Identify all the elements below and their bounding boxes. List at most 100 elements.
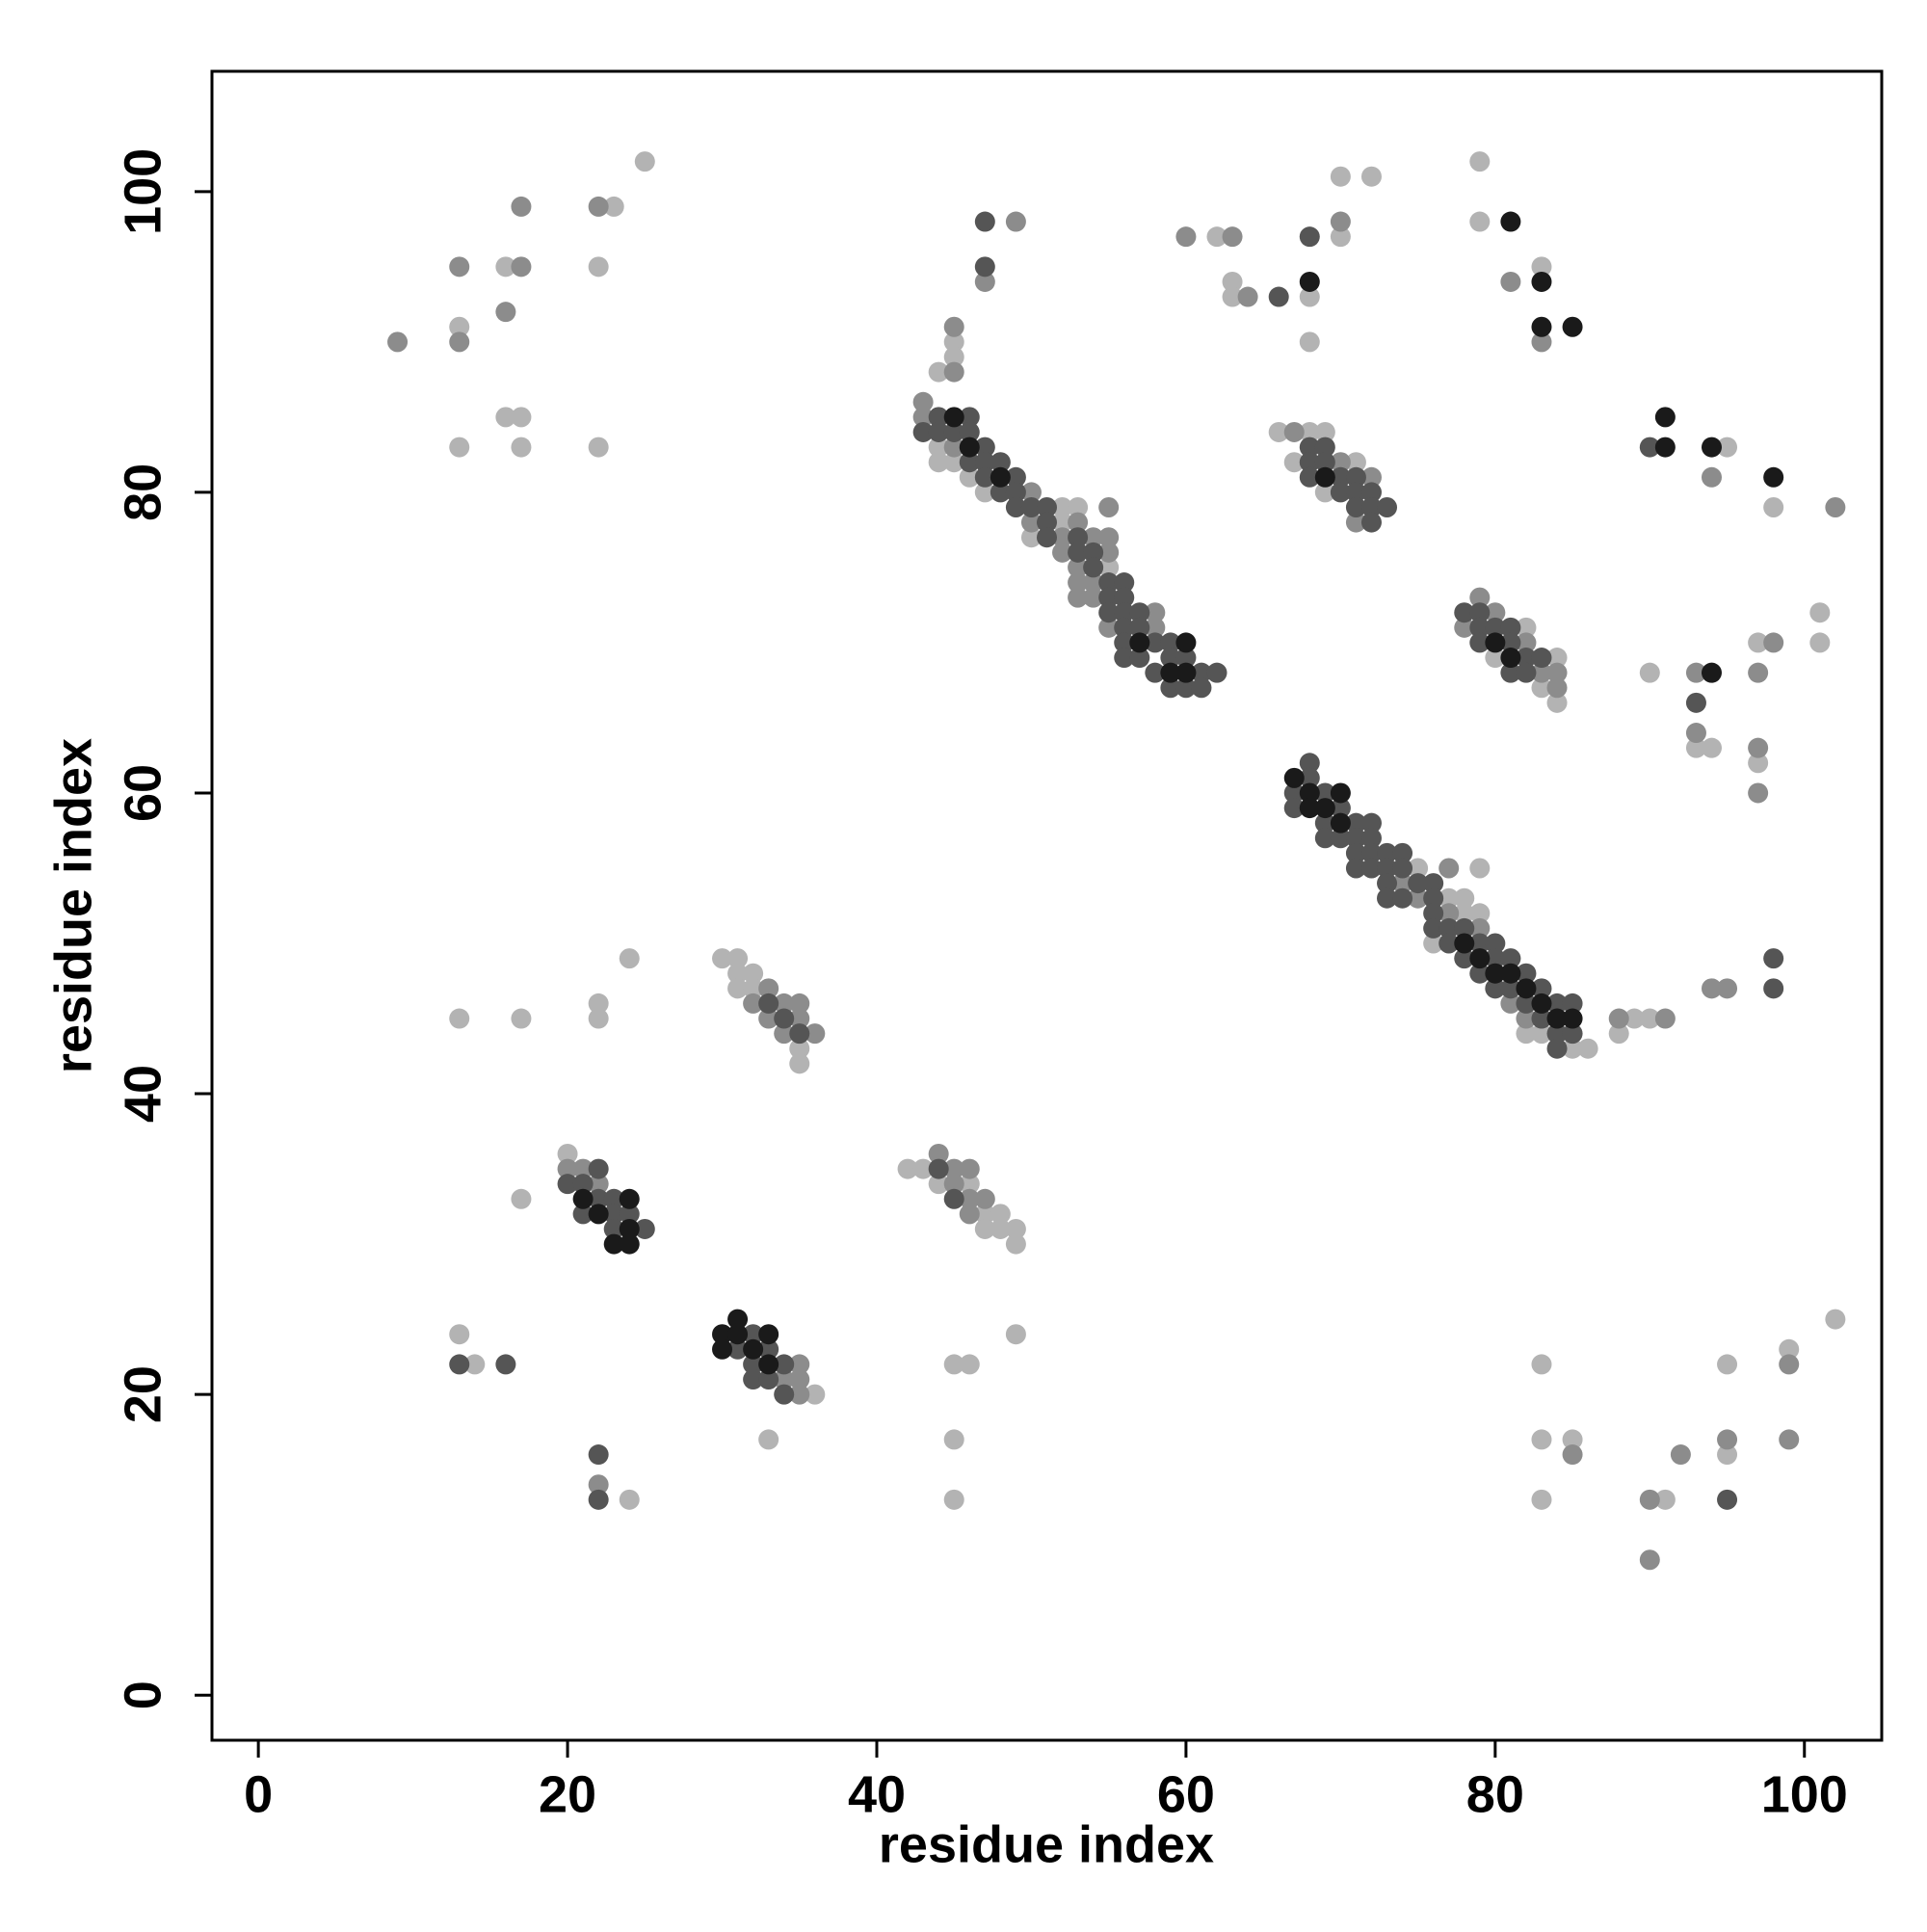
contact-point bbox=[1283, 452, 1305, 473]
contact-point bbox=[1516, 617, 1537, 638]
contact-point bbox=[974, 466, 995, 488]
contact-point bbox=[1531, 978, 1552, 999]
contact-point bbox=[928, 407, 949, 428]
contact-point bbox=[1485, 948, 1506, 969]
contact-point bbox=[1345, 482, 1366, 503]
contact-point bbox=[1360, 482, 1382, 503]
contact-point bbox=[959, 1354, 980, 1375]
contact-point bbox=[789, 1384, 810, 1405]
contact-point bbox=[1562, 316, 1583, 337]
contact-point bbox=[758, 1338, 779, 1360]
contact-point bbox=[1299, 782, 1320, 804]
contact-point bbox=[1360, 858, 1382, 879]
contact-point bbox=[943, 1429, 964, 1450]
contact-point bbox=[1408, 887, 1429, 909]
contact-point bbox=[1717, 437, 1738, 458]
contact-point bbox=[712, 1338, 733, 1360]
contact-point bbox=[1423, 903, 1444, 924]
contact-point bbox=[1392, 873, 1413, 894]
contact-point bbox=[1825, 497, 1846, 518]
contact-point bbox=[1531, 1354, 1552, 1375]
contact-point bbox=[758, 992, 779, 1014]
contact-point bbox=[511, 1188, 532, 1209]
contact-point bbox=[449, 1324, 470, 1345]
contact-point bbox=[1114, 617, 1135, 638]
contact-point bbox=[1654, 437, 1676, 458]
contact-point bbox=[1701, 437, 1722, 458]
contact-point bbox=[1005, 211, 1026, 232]
contact-point bbox=[1500, 662, 1521, 683]
contact-point bbox=[1516, 978, 1537, 999]
contact-point bbox=[974, 271, 995, 292]
contact-point bbox=[603, 1233, 624, 1255]
contact-point bbox=[1516, 648, 1537, 669]
contact-point bbox=[1330, 828, 1351, 849]
contact-point bbox=[943, 1489, 964, 1510]
contact-point bbox=[1670, 1444, 1691, 1466]
contact-point bbox=[1763, 466, 1784, 488]
contact-point bbox=[1516, 662, 1537, 683]
contact-point bbox=[1005, 497, 1026, 518]
contact-point bbox=[1330, 466, 1351, 488]
contact-point bbox=[1206, 226, 1227, 248]
contact-point bbox=[1623, 1008, 1645, 1029]
contact-point bbox=[743, 978, 764, 999]
contact-point bbox=[588, 1174, 609, 1195]
contact-point bbox=[1454, 933, 1475, 954]
contact-point bbox=[1129, 632, 1150, 653]
contact-point bbox=[511, 407, 532, 428]
contact-point bbox=[758, 978, 779, 999]
contact-point bbox=[1360, 842, 1382, 863]
contact-point bbox=[1020, 497, 1042, 518]
contact-point bbox=[743, 1354, 764, 1375]
contact-point bbox=[1717, 1429, 1738, 1450]
contact-point bbox=[588, 1188, 609, 1209]
contact-point bbox=[1330, 226, 1351, 248]
contact-point bbox=[789, 1053, 810, 1074]
contact-point bbox=[572, 1188, 594, 1209]
contact-point bbox=[1439, 887, 1460, 909]
contact-point bbox=[588, 992, 609, 1014]
contact-point bbox=[1748, 782, 1769, 804]
contact-point bbox=[1068, 557, 1089, 578]
contact-point bbox=[1546, 1008, 1568, 1029]
contact-point bbox=[1546, 648, 1568, 669]
contact-point bbox=[1608, 1008, 1629, 1029]
contact-point bbox=[1685, 723, 1706, 744]
y-axis-title: residue index bbox=[44, 738, 102, 1073]
x-tick-label: 20 bbox=[539, 1765, 596, 1823]
contact-point bbox=[619, 1188, 640, 1209]
contact-point bbox=[1748, 753, 1769, 774]
contact-point bbox=[959, 407, 980, 428]
contact-point bbox=[1639, 1489, 1660, 1510]
contact-point bbox=[1763, 978, 1784, 999]
contact-point bbox=[1717, 1354, 1738, 1375]
contact-point bbox=[928, 1143, 949, 1164]
contact-point bbox=[1345, 828, 1366, 849]
contact-point bbox=[1531, 1023, 1552, 1045]
contact-point bbox=[1005, 1324, 1026, 1345]
contact-point bbox=[1299, 421, 1320, 442]
contact-point bbox=[1717, 978, 1738, 999]
contact-point bbox=[511, 1008, 532, 1029]
contact-point bbox=[1485, 632, 1506, 653]
contact-point bbox=[1546, 692, 1568, 713]
contact-point bbox=[557, 1158, 578, 1179]
contact-point bbox=[1809, 632, 1831, 653]
contact-point bbox=[557, 1174, 578, 1195]
contact-point bbox=[1531, 271, 1552, 292]
contact-point bbox=[619, 1218, 640, 1239]
contact-point bbox=[1345, 858, 1366, 879]
contact-point bbox=[774, 1369, 795, 1390]
contact-point bbox=[1083, 587, 1104, 608]
plot-frame bbox=[210, 69, 1884, 1742]
contact-point bbox=[974, 1188, 995, 1209]
y-tick-label: 0 bbox=[114, 1681, 172, 1709]
contact-point bbox=[974, 437, 995, 458]
contact-point bbox=[912, 407, 934, 428]
contact-point bbox=[959, 452, 980, 473]
contact-point bbox=[1377, 497, 1398, 518]
contact-point bbox=[572, 1174, 594, 1195]
contact-point bbox=[1129, 617, 1150, 638]
